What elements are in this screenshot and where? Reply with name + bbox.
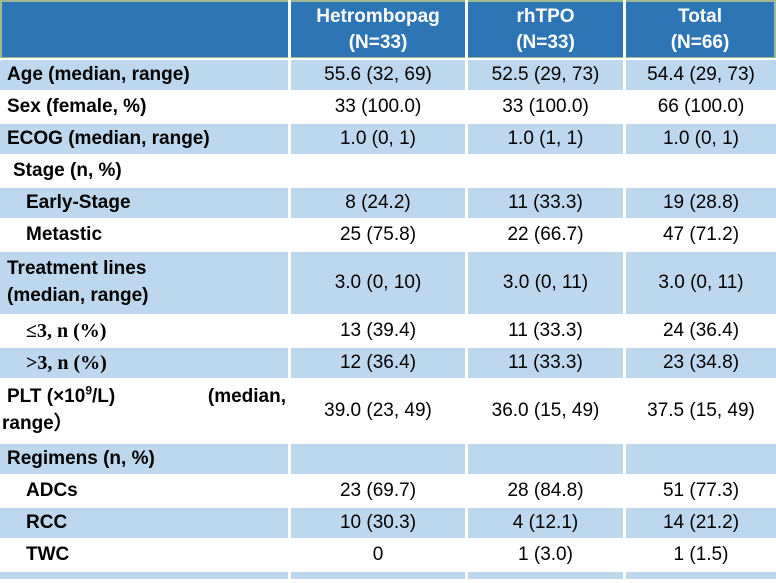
column-n: (N=33) xyxy=(348,31,408,53)
row-label: Stage (n, %) xyxy=(0,156,288,186)
column-n: (N=66) xyxy=(670,31,730,53)
cell-value: 3.0 (0, 11) xyxy=(468,252,623,314)
cell-value: 14 (21.2) xyxy=(626,508,776,538)
row-label: Sex (female, %) xyxy=(0,92,288,122)
header-row: Hetrombopag (N=33) rhTPO (N=33) Total (N… xyxy=(0,0,776,58)
label-line-2: (median, range) xyxy=(7,285,149,306)
plt-label-line-1: PLT (×109/L) (median, xyxy=(7,384,286,411)
column-header-rhtpo: rhTPO (N=33) xyxy=(468,0,623,58)
cell-value: 51 (77.3) xyxy=(626,476,776,506)
cell-value: 39.0 (23, 49) xyxy=(291,380,465,442)
cell-value xyxy=(291,444,465,474)
cell-value: 1 (3.0) xyxy=(468,540,623,570)
row-label: Treatment lines (median, range) xyxy=(0,252,288,314)
cell-value: 23 (69.7) xyxy=(291,476,465,506)
column-name: Hetrombopag xyxy=(316,5,440,27)
table-row-ecog: ECOG (median, range) 1.0 (0, 1) 1.0 (1, … xyxy=(0,124,776,154)
table-row-metastic: Metastic 25 (75.8) 22 (66.7) 47 (71.2) xyxy=(0,220,776,250)
cell-value: 12 (36.4) xyxy=(291,348,465,378)
cell-value: 19 (28.8) xyxy=(626,188,776,218)
cell-value: 24 (36.4) xyxy=(626,316,776,346)
plt-median-word: (median, xyxy=(207,386,286,408)
cell-value: 55.6 (32, 69) xyxy=(291,60,465,90)
cell-value xyxy=(468,156,623,186)
column-header-hetrombopag: Hetrombopag (N=33) xyxy=(291,0,465,58)
cell-value: 1 (1.5) xyxy=(626,540,776,570)
table-row-sex: Sex (female, %) 33 (100.0) 33 (100.0) 66… xyxy=(0,92,776,122)
row-label: Early-Stage xyxy=(0,188,288,218)
column-header-total: Total (N=66) xyxy=(626,0,776,58)
cell-value: 47 (71.2) xyxy=(626,220,776,250)
cell-value xyxy=(468,444,623,474)
cell-value: 1.0 (0, 1) xyxy=(626,124,776,154)
cell-value: 11 (33.3) xyxy=(468,348,623,378)
cell-value xyxy=(626,156,776,186)
plt-unit: PLT (×109/L) xyxy=(7,384,116,408)
cell-value: 10 (30.3) xyxy=(291,508,465,538)
cell-value xyxy=(626,444,776,474)
cell-value: 66 (100.0) xyxy=(626,92,776,122)
cell-value: 1.0 (1, 1) xyxy=(468,124,623,154)
row-label: RCC xyxy=(0,508,288,538)
row-label: TWC xyxy=(0,540,288,570)
cell-value: 3.0 (0, 10) xyxy=(291,252,465,314)
cell-value: 22 (66.7) xyxy=(468,220,623,250)
cell-value: 25 (75.8) xyxy=(291,220,465,250)
table-row-twc: TWC 0 1 (3.0) 1 (1.5) xyxy=(0,540,776,570)
partial-next-row xyxy=(0,572,776,579)
cell-value: 33 (100.0) xyxy=(291,92,465,122)
cell-value: 36.0 (15, 49) xyxy=(468,380,623,442)
cell-value xyxy=(291,156,465,186)
label-line-1: Treatment lines xyxy=(7,258,147,280)
table-row-treatment-lines: Treatment lines (median, range) 3.0 (0, … xyxy=(0,252,776,314)
row-label: Age (median, range) xyxy=(0,60,288,90)
cell-value: 37.5 (15, 49) xyxy=(626,380,776,442)
table-row-le3-lines: ≤3, n (%) 13 (39.4) 11 (33.3) 24 (36.4) xyxy=(0,316,776,346)
cell-value: 33 (100.0) xyxy=(468,92,623,122)
cell-value: 0 xyxy=(291,540,465,570)
table-row-regimens: Regimens (n, %) xyxy=(0,444,776,474)
cell-value: 11 (33.3) xyxy=(468,188,623,218)
cell-value: 8 (24.2) xyxy=(291,188,465,218)
row-label: Metastic xyxy=(0,220,288,250)
plt-superscript: 9 xyxy=(85,384,92,399)
table-row-rcc: RCC 10 (30.3) 4 (12.1) 14 (21.2) xyxy=(0,508,776,538)
plt-label-line-2: range） xyxy=(2,413,73,434)
cell-value: 52.5 (29, 73) xyxy=(468,60,623,90)
cell-value: 23 (34.8) xyxy=(626,348,776,378)
cell-value: 4 (12.1) xyxy=(468,508,623,538)
column-name: rhTPO xyxy=(516,5,575,27)
row-label: ≤3, n (%) xyxy=(0,316,288,346)
table-row-age: Age (median, range) 55.6 (32, 69) 52.5 (… xyxy=(0,60,776,90)
cell-value: 3.0 (0, 11) xyxy=(626,252,776,314)
cell-value: 1.0 (0, 1) xyxy=(291,124,465,154)
row-label: >3, n (%) xyxy=(0,348,288,378)
column-n: (N=33) xyxy=(516,31,575,53)
row-label: ECOG (median, range) xyxy=(0,124,288,154)
table-row-gt3-lines: >3, n (%) 12 (36.4) 11 (33.3) 23 (34.8) xyxy=(0,348,776,378)
table-row-adcs: ADCs 23 (69.7) 28 (84.8) 51 (77.3) xyxy=(0,476,776,506)
cell-value: 11 (33.3) xyxy=(468,316,623,346)
column-name: Total xyxy=(678,5,722,27)
row-label: ADCs xyxy=(0,476,288,506)
row-label: PLT (×109/L) (median, range） xyxy=(0,380,288,442)
table-row-stage: Stage (n, %) xyxy=(0,156,776,186)
table-row-plt: PLT (×109/L) (median, range） 39.0 (23, 4… xyxy=(0,380,776,442)
cell-value: 28 (84.8) xyxy=(468,476,623,506)
cell-value: 13 (39.4) xyxy=(291,316,465,346)
row-label: Regimens (n, %) xyxy=(0,444,288,474)
corner-header-cell xyxy=(0,0,288,58)
table-row-early-stage: Early-Stage 8 (24.2) 11 (33.3) 19 (28.8) xyxy=(0,188,776,218)
cell-value: 54.4 (29, 73) xyxy=(626,60,776,90)
